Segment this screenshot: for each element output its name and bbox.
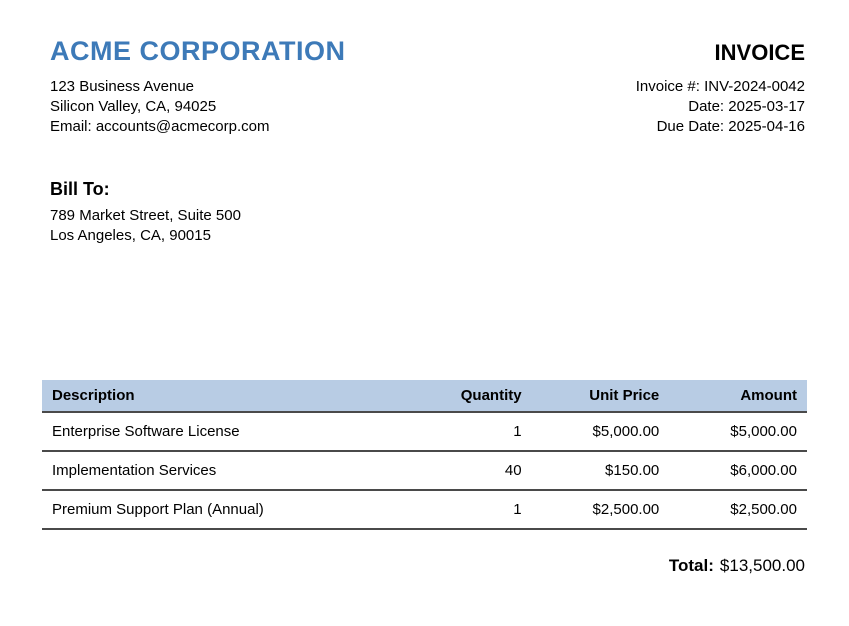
table-row: Implementation Services 40 $150.00 $6,00… [42,451,807,491]
total-value: $13,500.00 [719,556,805,575]
table-row: Enterprise Software License 1 $5,000.00 … [42,412,807,452]
company-email: Email: accounts@acmecorp.com [50,118,270,135]
cell-quantity: 1 [401,490,532,530]
document-header: ACME CORPORATION INVOICE [50,36,805,67]
invoice-meta: Invoice #: INV-2024-0042 Date: 2025-03-1… [636,77,805,137]
line-items-table: Description Quantity Unit Price Amount E… [42,380,807,530]
cell-description: Enterprise Software License [42,412,402,452]
header-quantity: Quantity [401,380,532,413]
bill-to-address-line1: 789 Market Street, Suite 500 [50,207,241,224]
company-address-line1: 123 Business Avenue [50,78,195,95]
company-address: 123 Business Avenue Silicon Valley, CA, … [50,77,269,137]
cell-quantity: 1 [401,412,532,452]
bill-to-address: 789 Market Street, Suite 500 Los Angeles… [50,206,805,246]
table-row: Premium Support Plan (Annual) 1 $2,500.0… [42,490,807,530]
total-row: Total: $13,500.00 [0,556,805,576]
bill-to-label: Bill To: [50,179,110,199]
bill-to-address-line2: Los Angeles, CA, 90015 [50,227,211,244]
invoice-date: Date: 2025-03-17 [688,98,805,115]
cell-description: Premium Support Plan (Annual) [42,490,402,530]
cell-amount: $6,000.00 [669,451,807,491]
invoice-title: INVOICE [714,40,805,65]
total-label: Total: [668,556,714,575]
company-address-line2: Silicon Valley, CA, 94025 [50,98,217,115]
table-header-row: Description Quantity Unit Price Amount [42,380,807,413]
cell-unit-price: $2,500.00 [531,490,670,530]
invoice-number: Invoice #: INV-2024-0042 [635,78,805,95]
header-unit-price: Unit Price [531,380,670,413]
cell-description: Implementation Services [42,451,402,491]
cell-quantity: 40 [401,451,532,491]
cell-unit-price: $5,000.00 [531,412,670,452]
invoice-due-date: Due Date: 2025-04-16 [656,118,805,135]
cell-unit-price: $150.00 [531,451,670,491]
cell-amount: $2,500.00 [669,490,807,530]
company-name: ACME CORPORATION [50,36,346,66]
header-amount: Amount [669,380,807,413]
cell-amount: $5,000.00 [669,412,807,452]
meta-row: 123 Business Avenue Silicon Valley, CA, … [50,77,805,137]
bill-to-section: Bill To: 789 Market Street, Suite 500 Lo… [50,179,805,246]
header-description: Description [42,380,402,413]
